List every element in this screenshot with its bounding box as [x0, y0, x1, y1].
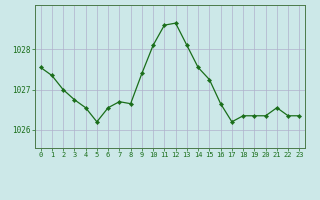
Text: Graphe pression niveau de la mer (hPa): Graphe pression niveau de la mer (hPa) [48, 186, 272, 196]
